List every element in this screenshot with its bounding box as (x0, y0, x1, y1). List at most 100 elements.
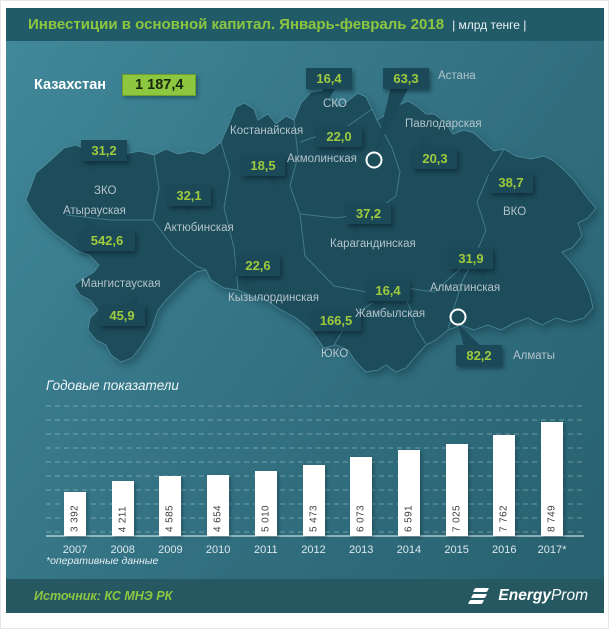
region-value-callout: 18,5 (241, 155, 285, 176)
region-value-callout: 31,9 (449, 248, 493, 269)
callout-tail (87, 159, 102, 172)
chart-footnote: *оперативные данные (46, 555, 159, 567)
region-value-callout: 20,3 (413, 148, 457, 169)
bar: 5 010 (254, 471, 277, 536)
region-label: ЗКО (94, 185, 117, 197)
city-label: Астана (438, 70, 476, 82)
region-label: Мангистауская (81, 278, 161, 290)
bar-value-label: 8 749 (546, 504, 558, 532)
callout-tail (458, 324, 482, 347)
region-value-callout: 31,2 (81, 140, 127, 161)
city-marker (365, 151, 383, 169)
callout-tail (85, 220, 100, 232)
region-value-callout: 16,4 (366, 280, 410, 301)
page-title: Инвестиции в основной капитал. Январь-фе… (28, 16, 445, 33)
bar-value-label: 4 211 (117, 505, 129, 532)
x-axis-tick-label: 2009 (158, 544, 183, 556)
energyprom-logo-text: EnergyProm (498, 587, 588, 605)
bar: 4 585 (159, 476, 182, 536)
country-total-value: 1 187,4 (122, 74, 197, 96)
callout-tail (123, 295, 139, 307)
callout-tail (471, 267, 487, 280)
city-label: Алматы (513, 350, 555, 362)
bar-value-label: 7 762 (498, 504, 510, 532)
chart-title: Годовые показатели (46, 378, 179, 393)
bar-value-label: 4 654 (212, 504, 224, 532)
bar: 8 749 (541, 422, 563, 536)
bar-value-label: 5 010 (260, 504, 272, 532)
country-total: Казахстан 1 187,4 (34, 74, 197, 96)
footer-bar: Источник: КС МНЭ РК EnergyProm (6, 579, 604, 613)
region-value-callout: 63,3 (383, 68, 429, 89)
country-label: Казахстан (34, 77, 107, 93)
region-value-callout: 22,6 (236, 255, 280, 276)
region-label: Карагандинская (330, 238, 416, 250)
region-value-callout: 16,4 (306, 68, 352, 89)
callout-tail (372, 299, 387, 312)
callout-tail (242, 274, 257, 287)
x-axis-tick-label: 2012 (301, 544, 326, 556)
bar-value-label: 3 392 (69, 504, 81, 532)
region-label: Жамбылская (355, 308, 426, 320)
bar: 6 073 (350, 457, 373, 536)
bar-value-label: 4 585 (164, 504, 176, 532)
x-axis-tick-label: 2011 (253, 544, 278, 556)
infographic-frame: Инвестиции в основной капитал. Январь-фе… (6, 8, 604, 613)
x-axis-tick-label: 2010 (205, 544, 231, 556)
bar: 3 392 (64, 492, 86, 536)
bar: 7 025 (445, 444, 468, 536)
x-axis-tick-label: 2013 (348, 544, 374, 556)
region-value-callout: 82,2 (456, 345, 502, 366)
x-axis-tick-label: 2017* (537, 544, 567, 556)
bar-value-label: 5 473 (308, 504, 319, 532)
region-value-callout: 32,1 (167, 185, 211, 206)
region-label: Павлодарская (405, 118, 482, 130)
bar: 4 654 (207, 475, 230, 536)
region-value-callout: 38,7 (489, 172, 533, 193)
region-value-callout: 542,6 (79, 230, 135, 251)
x-axis-tick-label: 2008 (110, 544, 135, 556)
region-label: СКО (323, 98, 347, 110)
region-value-callout: 22,0 (316, 126, 362, 147)
callout-tail (263, 174, 279, 187)
logo-text-bold: Energy (498, 587, 551, 604)
region-label: Костанайская (230, 125, 304, 137)
region-value-callout: 45,9 (99, 305, 145, 326)
logo-text-light: Prom (550, 587, 588, 604)
source-label: Источник: КС МНЭ РК (34, 589, 173, 603)
bar-value-label: 6 073 (355, 504, 367, 532)
callout-tail (352, 222, 367, 235)
callout-tail (511, 191, 527, 204)
energyprom-logo: EnergyProm (468, 587, 588, 605)
callout-tail (328, 329, 343, 342)
bar: 4 211 (111, 481, 134, 536)
callout-tail (419, 138, 434, 150)
bar: 7 762 (493, 435, 516, 536)
bar-value-label: 6 591 (403, 504, 415, 532)
region-label: Кызылординская (228, 292, 320, 304)
header-bar: Инвестиции в основной капитал. Январь-фе… (6, 8, 604, 41)
region-label: ЮКО (321, 348, 349, 360)
region-value-callout: 166,5 (311, 310, 361, 331)
energyprom-logo-icon (468, 588, 491, 604)
callout-tail (321, 87, 336, 100)
region-label: ВКО (503, 206, 527, 218)
callout-tail (181, 204, 196, 217)
bar: 6 591 (397, 450, 420, 536)
region-label: Атырауская (63, 205, 126, 217)
region-label: Акмолинская (287, 153, 357, 165)
x-axis-tick-label: 2016 (492, 544, 517, 556)
region-value-callout: 37,2 (346, 203, 391, 224)
callout-tail (331, 145, 346, 158)
x-axis-tick-label: 2014 (396, 544, 422, 556)
callout-tail (375, 87, 409, 153)
x-axis-tick-label: 2015 (444, 544, 469, 556)
x-axis-tick-label: 2007 (62, 544, 88, 556)
city-marker (449, 308, 467, 326)
bar-value-label: 7 025 (451, 504, 463, 532)
region-label: Актюбинская (164, 222, 234, 234)
bar: 5 473 (302, 465, 325, 536)
region-label: Алматинская (430, 282, 501, 294)
unit-label: | млрд тенге | (452, 17, 527, 32)
